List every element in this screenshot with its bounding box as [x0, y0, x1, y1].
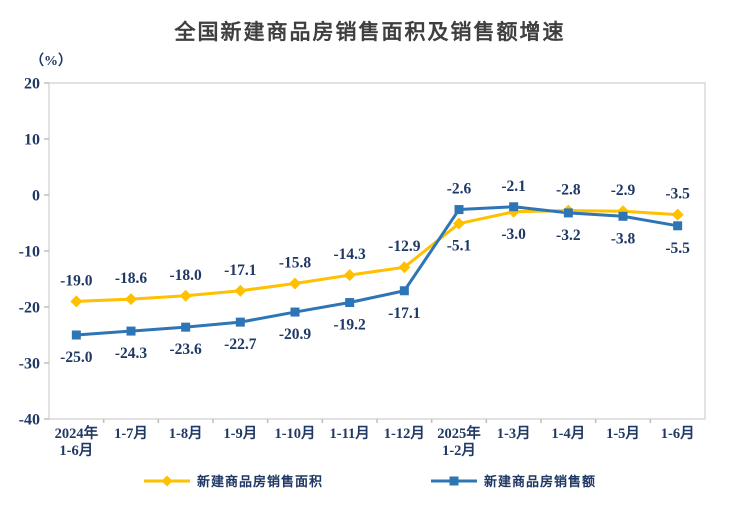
y-axis-tick-label: 10: [24, 132, 40, 149]
diamond-marker-icon: [125, 293, 137, 306]
diamond-marker-icon: [398, 261, 411, 274]
data-label: -18.0: [170, 267, 203, 284]
legend-label-sales-amount: 新建商品房销售额: [484, 474, 597, 489]
data-label: -22.7: [224, 336, 257, 353]
data-label: -12.9: [388, 238, 421, 255]
legend-item-sales-amount: 新建商品房销售额: [431, 471, 596, 490]
data-label: -17.1: [388, 305, 420, 322]
x-axis-label: 1-10月: [274, 425, 315, 442]
data-label: -5.5: [665, 240, 690, 257]
data-label: -19.2: [334, 317, 367, 334]
x-axis-label: 1-11月: [330, 425, 370, 442]
x-axis-label: 2024年: [55, 424, 99, 442]
data-label: -2.6: [447, 181, 472, 198]
y-axis-tick-label: 20: [24, 76, 40, 93]
square-marker-icon: [509, 202, 519, 212]
data-label: -14.3: [334, 246, 367, 263]
y-axis-tick-label: -40: [19, 412, 40, 429]
x-axis-label: 1-12月: [384, 425, 425, 442]
diamond-marker-icon: [289, 277, 301, 290]
y-axis-tick-label: 0: [32, 188, 40, 205]
x-axis-label: 1-7月: [114, 425, 148, 442]
diamond-marker-icon: [453, 217, 465, 230]
data-label: -5.1: [447, 238, 472, 255]
data-label: -24.3: [115, 345, 148, 362]
square-marker-icon: [126, 326, 136, 336]
square-marker-icon: [235, 317, 245, 327]
data-label: -23.6: [170, 341, 203, 358]
square-marker-icon: [454, 205, 464, 215]
x-axis-label: 1-5月: [606, 425, 640, 442]
square-marker-icon: [618, 211, 628, 221]
data-label: -20.9: [279, 326, 312, 343]
diamond-marker-icon: [343, 269, 356, 282]
legend-item-sales-area: 新建商品房销售面积: [143, 471, 323, 490]
square-marker-icon: [563, 208, 573, 218]
data-label: -2.8: [556, 182, 581, 199]
diamond-marker-icon: [671, 208, 684, 221]
legend-label-sales-area: 新建商品房销售面积: [196, 474, 323, 489]
diamond-marker-icon: [179, 289, 192, 302]
data-label: -25.0: [60, 349, 93, 366]
x-axis-label: 1-6月: [661, 425, 695, 442]
x-axis-label: 1-9月: [223, 425, 257, 442]
plot-border: [48, 82, 706, 420]
y-axis-tick-label: -20: [19, 300, 40, 317]
legend-marker-sales-amount-icon: [431, 474, 477, 488]
chart-legend: 新建商品房销售面积 新建商品房销售额: [0, 471, 740, 490]
data-label: -2.9: [611, 182, 636, 199]
data-label: -19.0: [60, 272, 93, 289]
data-label: -18.6: [115, 270, 148, 287]
legend-swatch: [431, 476, 477, 485]
y-axis-tick-label: -30: [19, 356, 40, 373]
y-axis-unit-label: （%）: [30, 54, 72, 69]
x-axis-label: 1-6月: [59, 442, 93, 459]
x-axis-label: 1-4月: [551, 425, 585, 442]
diamond-marker-icon: [70, 295, 83, 308]
y-axis-tick-label: -10: [19, 244, 40, 261]
series-line-0: [74, 209, 680, 303]
legend-swatch: [143, 475, 190, 486]
legend-marker-sales-area-icon: [143, 474, 190, 488]
x-axis-label: 1-3月: [497, 425, 531, 442]
data-label: -15.8: [279, 254, 312, 271]
square-marker-icon: [181, 322, 191, 332]
data-label: -3.8: [611, 230, 636, 247]
data-label: -3.2: [556, 227, 581, 244]
square-marker-icon: [345, 298, 355, 308]
square-marker-icon: [673, 221, 683, 231]
series-line-1: [74, 205, 680, 337]
data-label: -2.1: [501, 178, 526, 195]
chart-title: 全国新建商品房销售面积及销售额增速: [174, 20, 566, 44]
square-marker-icon: [399, 286, 409, 296]
diamond-marker-icon: [234, 284, 247, 297]
x-axis-label: 1-2月: [442, 442, 476, 459]
data-label: -17.1: [224, 262, 256, 279]
x-axis-label: 1-8月: [169, 425, 203, 442]
legend-diamond-icon: [161, 475, 173, 486]
data-label: -3.5: [665, 186, 690, 203]
square-marker-icon: [71, 330, 81, 340]
legend-square-icon: [449, 476, 459, 485]
data-label: -3.0: [501, 226, 526, 243]
x-axis-label: 2025年: [437, 424, 481, 442]
square-marker-icon: [290, 307, 300, 317]
